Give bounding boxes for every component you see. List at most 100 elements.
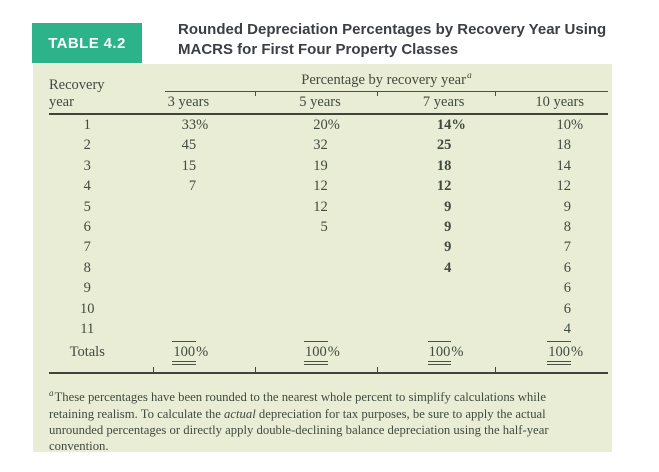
value-cell: 20% xyxy=(313,117,340,133)
value-cell: 25 xyxy=(436,137,452,154)
value-cell xyxy=(125,197,257,217)
value-cell: 15 xyxy=(181,157,197,174)
total-cell: 100% xyxy=(125,341,257,366)
footnote-text: convention. xyxy=(49,439,109,454)
table-row: 1 33% 20% 14% 10% xyxy=(49,115,608,135)
table-row: 10 6 xyxy=(49,299,608,319)
column-divider-tick xyxy=(377,367,378,373)
footnote-superscript: a xyxy=(49,388,54,399)
value-cell: 9 xyxy=(444,218,452,235)
column-divider-tick xyxy=(255,91,256,96)
footnote-line: aThese percentages have been rounded to … xyxy=(49,385,608,405)
column-divider-tick xyxy=(377,91,378,96)
value-cell: 6 xyxy=(563,280,572,297)
year-cell: 9 xyxy=(83,280,91,297)
column-divider-tick xyxy=(153,367,154,373)
year-cell: 7 xyxy=(83,239,91,256)
value-cell: 4 xyxy=(563,320,572,337)
footnote-line: retaining realism. To calculate the actu… xyxy=(49,406,608,422)
table-row: 7 9 7 xyxy=(49,237,608,257)
column-header-3-years: 3 years xyxy=(167,94,210,110)
value-cell: 8 xyxy=(563,218,572,235)
value-cell xyxy=(257,237,381,257)
table-number-badge: TABLE 4.2 xyxy=(32,23,142,63)
value-cell: 10% xyxy=(556,117,584,133)
value-cell: 9 xyxy=(563,198,572,215)
value-cell xyxy=(257,299,381,319)
table-title-line2: MACRS for First Four Property Classes xyxy=(178,41,459,58)
bottom-rule xyxy=(49,367,608,375)
value-cell: 45 xyxy=(181,137,197,154)
footnote-line: unrounded percentages or directly apply … xyxy=(49,422,608,438)
value-cell: 12 xyxy=(313,178,328,195)
column-header-row: Recovery year 3 years 5 years 7 years 10… xyxy=(49,77,608,115)
value-cell xyxy=(257,319,381,339)
column-divider-tick xyxy=(495,367,496,373)
footnote-text-italic: actual xyxy=(224,406,256,421)
footnote-text: unrounded percentages or directly apply … xyxy=(49,422,549,437)
year-cell: 2 xyxy=(83,137,91,154)
value-cell: 14 xyxy=(556,157,572,174)
value-cell: 18 xyxy=(436,157,452,174)
value-cell xyxy=(257,278,381,298)
totals-row: Totals 100% 100% 100% 100% xyxy=(49,341,608,366)
table-row: 4 7 12 12 12 xyxy=(49,176,608,196)
year-cell: 4 xyxy=(83,178,91,195)
total-cell: 100% xyxy=(257,341,381,366)
column-header-recovery-year: Recovery year xyxy=(49,77,105,110)
value-cell xyxy=(125,237,257,257)
value-cell xyxy=(125,319,257,339)
year-cell: 5 xyxy=(83,198,91,215)
totals-label: Totals xyxy=(69,344,105,361)
value-cell: 6 xyxy=(563,300,572,317)
table-row: 8 4 6 xyxy=(49,258,608,278)
footnote-text: depreciation for tax purposes, be sure t… xyxy=(255,406,546,421)
value-cell: 4 xyxy=(444,259,452,276)
column-header-7-years: 7 years xyxy=(422,94,465,110)
value-cell: 5 xyxy=(320,218,328,235)
table-title-line1: Rounded Depreciation Percentages by Reco… xyxy=(178,21,607,38)
year-cell: 11 xyxy=(80,320,95,337)
value-cell xyxy=(381,319,501,339)
value-cell: 12 xyxy=(556,178,572,195)
value-cell: 33% xyxy=(181,117,209,133)
footnote-line: convention. xyxy=(49,438,608,454)
span-header-superscript: a xyxy=(466,71,472,82)
value-cell: 32 xyxy=(313,137,328,154)
column-divider-tick xyxy=(495,91,496,96)
total-cell: 100% xyxy=(381,341,501,366)
value-cell: 7 xyxy=(563,239,572,256)
year-cell: 6 xyxy=(83,218,91,235)
span-header: Percentage by recovery yeara xyxy=(165,70,608,96)
value-cell: 12 xyxy=(436,178,452,195)
year-cell: 8 xyxy=(83,259,91,276)
table-row: 6 5 9 8 xyxy=(49,217,608,237)
value-cell: 7 xyxy=(188,178,197,195)
table-title: Rounded Depreciation Percentages by Reco… xyxy=(178,20,618,60)
table-row: 2 45 32 25 18 xyxy=(49,135,608,155)
value-cell: 19 xyxy=(313,157,328,174)
table-body: 1 33% 20% 14% 10% 2 45 32 25 18 3 15 19 18 14 4 7 12 12 12 5… xyxy=(49,115,608,366)
badge-label: TABLE 4.2 xyxy=(48,34,126,52)
value-cell: 9 xyxy=(444,198,452,215)
span-header-text: Percentage by recovery year xyxy=(301,72,466,88)
footnote-text: These percentages have been rounded to t… xyxy=(54,390,546,405)
value-cell xyxy=(381,299,501,319)
year-cell: 3 xyxy=(83,157,91,174)
macrs-table: Percentage by recovery yeara Recovery ye… xyxy=(49,70,608,454)
year-cell: 10 xyxy=(79,300,95,317)
value-cell xyxy=(125,278,257,298)
footnote: aThese percentages have been rounded to … xyxy=(49,385,608,454)
column-header-10-years: 10 years xyxy=(535,94,585,110)
column-divider-tick xyxy=(255,367,256,373)
year-cell: 1 xyxy=(83,117,91,133)
value-cell xyxy=(125,217,257,237)
value-cell xyxy=(381,278,501,298)
span-header-row: Percentage by recovery yeara xyxy=(49,70,608,96)
footnote-text: retaining realism. To calculate the xyxy=(49,406,225,421)
table-row: 3 15 19 18 14 xyxy=(49,156,608,176)
span-header-wrap: Percentage by recovery yeara xyxy=(301,71,472,89)
value-cell xyxy=(257,258,381,278)
